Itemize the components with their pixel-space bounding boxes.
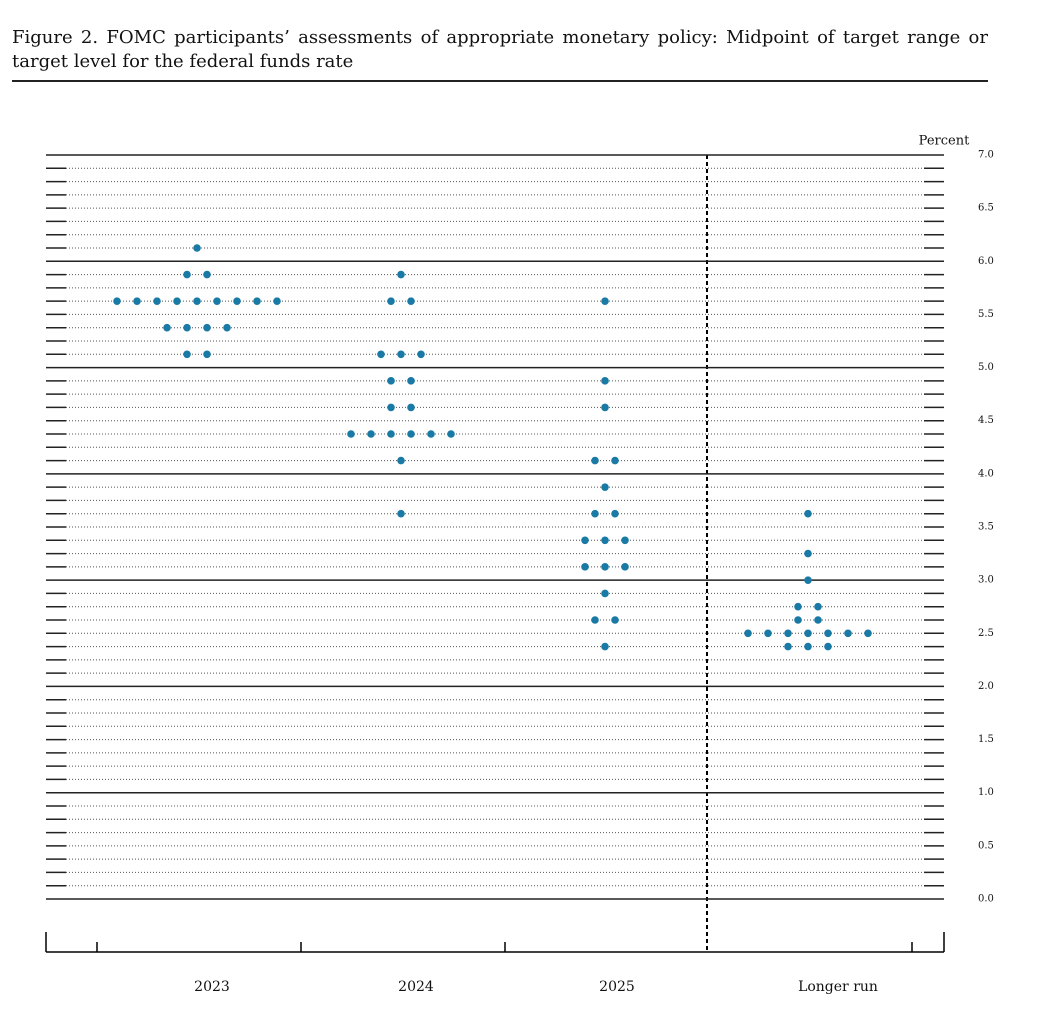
dot (223, 323, 231, 332)
dot (417, 350, 425, 359)
x-tick-label: 2025 (599, 979, 635, 995)
dot (794, 602, 802, 611)
dot (804, 509, 812, 518)
dot (203, 323, 211, 332)
dot (611, 509, 619, 518)
dot (601, 563, 609, 571)
dot (814, 602, 822, 611)
dot (397, 350, 405, 359)
y-tick-label: 0.0 (978, 894, 994, 905)
dot (804, 549, 812, 558)
dot (183, 270, 191, 279)
dot (427, 430, 435, 438)
y-tick-label: 3.5 (978, 522, 994, 533)
dot (601, 483, 609, 491)
dot (153, 297, 161, 305)
dot (591, 616, 599, 624)
dot (814, 616, 822, 624)
dot (407, 430, 415, 438)
y-tick-label: 7.0 (978, 150, 994, 161)
dot (864, 629, 872, 638)
dot (233, 297, 241, 305)
dot (804, 642, 812, 651)
y-tick-label: 4.0 (978, 468, 994, 479)
dot (824, 629, 832, 638)
dot (387, 430, 395, 438)
dot (253, 297, 261, 305)
dot (581, 536, 589, 545)
dot (601, 377, 609, 385)
y-tick-label: 5.5 (978, 309, 994, 320)
dot (581, 563, 589, 571)
dot (764, 629, 772, 638)
dot (784, 642, 792, 651)
dot (804, 576, 812, 584)
dot (397, 270, 405, 279)
title-rule (12, 80, 988, 82)
y-tick-label: 0.5 (978, 840, 994, 851)
dot (804, 629, 812, 638)
dot (621, 563, 629, 571)
dot (447, 430, 455, 438)
y-tick-label: 6.5 (978, 203, 994, 214)
y-tick-label: 3.0 (978, 575, 994, 586)
dot (611, 456, 619, 465)
dot (163, 323, 171, 332)
x-tick-label: 2023 (194, 979, 230, 995)
dot (601, 642, 609, 651)
y-tick-label: 4.5 (978, 415, 994, 426)
dot (784, 629, 792, 638)
dot (397, 509, 405, 518)
dot (273, 297, 281, 305)
dot (387, 297, 395, 305)
x-tick-label: 2024 (398, 979, 434, 995)
y-tick-label: 1.5 (978, 734, 994, 745)
dot (601, 297, 609, 305)
dot (183, 350, 191, 359)
dot (407, 297, 415, 305)
chart-title: Figure 2. FOMC participants’ assessments… (12, 27, 988, 72)
dot (611, 616, 619, 624)
y-tick-label: 2.0 (978, 681, 994, 692)
dot (183, 323, 191, 332)
dot (601, 589, 609, 598)
dot (591, 456, 599, 465)
dot (203, 350, 211, 359)
dot (824, 642, 832, 651)
dot (347, 430, 355, 438)
dot (193, 297, 201, 305)
dot (377, 350, 385, 359)
y-tick-label: 6.0 (978, 256, 994, 267)
dot (387, 403, 395, 412)
dot (744, 629, 752, 638)
dot (387, 377, 395, 385)
dot (193, 244, 201, 252)
dot (844, 629, 852, 638)
dot (407, 377, 415, 385)
dot (213, 297, 221, 305)
y-tick-label: 1.0 (978, 787, 994, 798)
y-axis-label: Percent (919, 134, 970, 149)
y-tick-label: 5.0 (978, 362, 994, 373)
dot (397, 456, 405, 465)
dot (621, 536, 629, 545)
dot (173, 297, 181, 305)
dot (407, 403, 415, 412)
dot (203, 270, 211, 279)
dot (794, 616, 802, 624)
dot (601, 403, 609, 412)
dot (601, 536, 609, 545)
dot (367, 430, 375, 438)
dot (133, 297, 141, 305)
dot (591, 509, 599, 518)
y-tick-label: 2.5 (978, 628, 994, 639)
x-tick-label: Longer run (798, 979, 878, 995)
dot (113, 297, 121, 305)
